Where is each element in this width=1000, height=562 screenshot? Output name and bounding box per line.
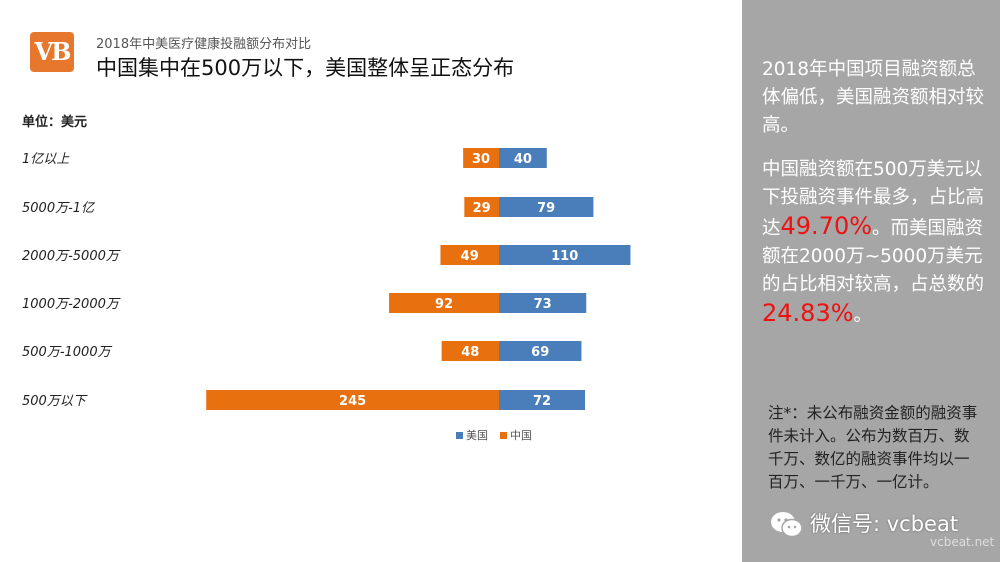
category-label: 500万-1000万 bbox=[22, 345, 113, 360]
usa-bar bbox=[499, 341, 582, 361]
usa-bar bbox=[499, 148, 547, 168]
usa-percentage: 24.83% bbox=[762, 299, 854, 327]
category-label: 1000万-2000万 bbox=[22, 297, 121, 312]
commentary-text: 2018年中国项目融资额总体偏低，美国融资额相对较高。 中国融资额在500万美元… bbox=[762, 56, 988, 346]
page-subtitle: 2018年中美医疗健康投融额分布对比 bbox=[96, 37, 312, 52]
vb-logo: VB bbox=[30, 32, 74, 72]
china-bar bbox=[440, 245, 499, 265]
legend-china-swatch bbox=[500, 432, 507, 439]
china-value-label: 48 bbox=[461, 345, 479, 360]
legend-usa-swatch bbox=[456, 432, 463, 439]
usa-value-label: 79 bbox=[537, 201, 555, 216]
category-label: 1亿以上 bbox=[22, 152, 70, 167]
logo-text: VB bbox=[34, 37, 72, 66]
usa-value-label: 40 bbox=[514, 152, 532, 167]
china-value-label: 29 bbox=[473, 201, 491, 216]
china-value-label: 245 bbox=[339, 394, 366, 409]
usa-bar bbox=[499, 293, 587, 313]
commentary-para-2: 中国融资额在500万美元以下投融资事件最多，占比高达49.70%。而美国融资额在… bbox=[762, 156, 988, 330]
china-bar bbox=[206, 390, 499, 410]
para-2-text-c: 。 bbox=[853, 305, 873, 326]
para-2-text-a: 中国融资额在500万美元以下投融资事件最多，占比高达 bbox=[762, 159, 985, 239]
commentary-para-1: 2018年中国项目融资额总体偏低，美国融资额相对较高。 bbox=[762, 59, 985, 136]
china-value-label: 30 bbox=[472, 152, 490, 167]
legend-china-label: 中国 bbox=[510, 429, 532, 442]
page-title: 中国集中在500万以下，美国整体呈正态分布 bbox=[96, 56, 515, 80]
china-bar bbox=[441, 341, 499, 361]
usa-bar bbox=[499, 245, 631, 265]
china-value-label: 49 bbox=[461, 249, 479, 264]
legend-usa-label: 美国 bbox=[466, 429, 488, 442]
china-bar bbox=[464, 197, 499, 217]
footnote: 注*：未公布融资金额的融资事件未计入。公布为数百万、数千万、数亿的融资事件均以一… bbox=[768, 404, 978, 491]
diverging-bar-chart: 1亿以上 30 40 5000万-1亿 29 79 2000万-5000万 49 110 1000… bbox=[22, 148, 631, 442]
category-label: 500万以下 bbox=[22, 394, 88, 409]
category-label: 5000万-1亿 bbox=[22, 201, 96, 216]
wechat-icon bbox=[771, 512, 803, 538]
china-percentage: 49.70% bbox=[780, 212, 873, 240]
category-label: 2000万-5000万 bbox=[22, 249, 121, 264]
wechat-badge: 微信号: vcbeat bbox=[770, 506, 994, 546]
unit-label: 单位：美元 bbox=[22, 115, 88, 130]
wechat-label: 微信号: vcbeat bbox=[810, 512, 959, 536]
usa-value-label: 72 bbox=[533, 394, 551, 409]
para-2-text-b: 。而美国融资额在2000万~5000万美元的占比相对较高，占总数的 bbox=[762, 218, 985, 295]
usa-value-label: 69 bbox=[531, 345, 549, 360]
watermark: vcbeat.net bbox=[930, 535, 995, 549]
usa-value-label: 110 bbox=[551, 249, 578, 264]
china-bar bbox=[463, 148, 499, 168]
usa-bar bbox=[499, 197, 594, 217]
commentary-panel bbox=[742, 0, 1000, 562]
china-bar bbox=[389, 293, 499, 313]
usa-bar bbox=[499, 390, 586, 410]
usa-value-label: 73 bbox=[534, 297, 552, 312]
china-value-label: 92 bbox=[435, 297, 453, 312]
